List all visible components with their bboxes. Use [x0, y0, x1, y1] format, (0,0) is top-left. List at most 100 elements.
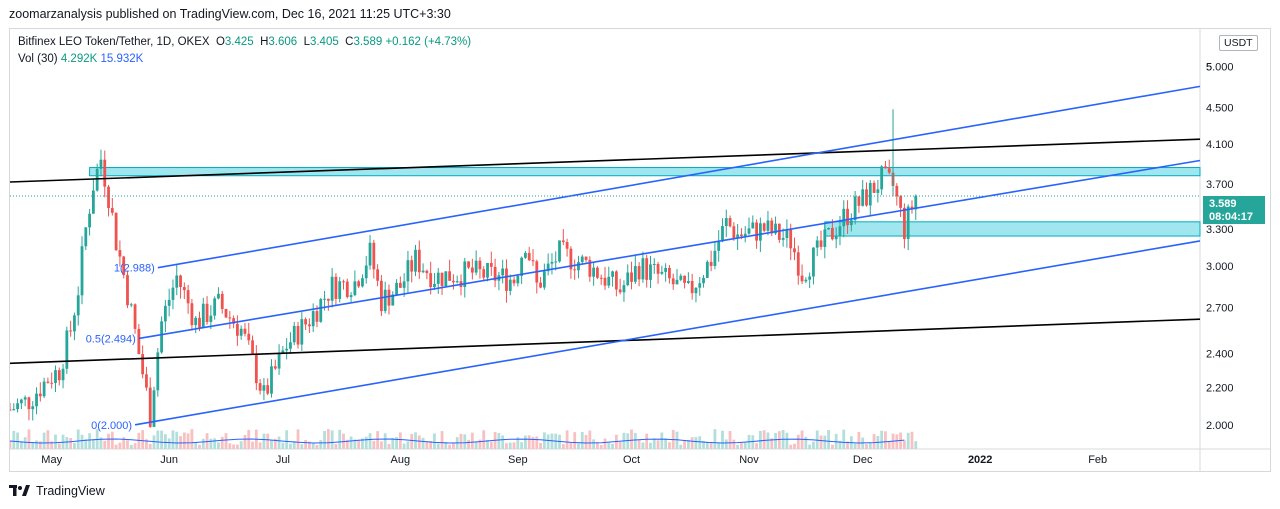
- volume-bar: [398, 432, 402, 449]
- candle-body: [296, 325, 300, 345]
- candle-body: [429, 273, 433, 288]
- candle-body: [281, 350, 285, 353]
- candle-body: [554, 261, 558, 263]
- volume-bar: [489, 441, 493, 449]
- currency-selector[interactable]: USDT: [1219, 35, 1258, 51]
- axes: [10, 29, 1270, 472]
- volume-bar: [103, 440, 107, 449]
- volume-bar: [630, 429, 633, 449]
- candle-body: [857, 196, 861, 206]
- candle-body: [243, 328, 247, 334]
- candle-body: [577, 262, 580, 271]
- footer-brand[interactable]: TradingView: [9, 484, 105, 498]
- candle-body: [213, 298, 217, 316]
- candle-body: [129, 304, 133, 306]
- candle-body: [717, 241, 721, 251]
- candle-body: [406, 260, 410, 282]
- candle-body: [455, 281, 459, 283]
- candle-body: [163, 305, 167, 322]
- candle-body: [220, 293, 224, 310]
- x-tick-label: Feb: [1088, 454, 1107, 466]
- volume-bar: [292, 441, 296, 449]
- volume-bar: [99, 437, 103, 449]
- volume-bar: [846, 441, 849, 449]
- volume-bar: [243, 434, 247, 449]
- candle-body: [561, 240, 565, 243]
- y-tick-label: 4.100: [1206, 139, 1234, 151]
- volume-bar: [508, 442, 512, 449]
- candle-body: [273, 366, 277, 369]
- volume-bar: [326, 429, 330, 449]
- candle-body: [205, 303, 209, 322]
- volume-bar: [501, 435, 505, 449]
- candle-body: [774, 223, 777, 234]
- volume-bar: [232, 444, 235, 449]
- candle-body: [637, 266, 641, 280]
- candle-body: [27, 397, 31, 410]
- volume-bar: [884, 431, 887, 449]
- volume-bar: [842, 429, 846, 449]
- volume-bar: [201, 438, 205, 449]
- volume-bar: [129, 444, 133, 449]
- candle-body: [69, 330, 73, 332]
- volume-bar: [573, 432, 577, 449]
- volume-bar: [724, 439, 728, 449]
- candle-body: [12, 409, 16, 411]
- volume-bar: [38, 441, 42, 449]
- volume-bar: [690, 437, 694, 449]
- candle-body: [830, 227, 834, 240]
- volume-bar: [27, 429, 31, 449]
- volume-bar: [683, 440, 686, 449]
- volume-bar: [126, 440, 129, 449]
- volume-bar: [505, 443, 508, 449]
- candle-body: [812, 247, 815, 277]
- candle-body: [254, 353, 258, 384]
- volume-bar: [762, 430, 766, 449]
- candle-body: [482, 269, 486, 278]
- candle-body: [747, 228, 751, 234]
- candle-body: [819, 240, 823, 247]
- candle-body: [683, 275, 686, 283]
- volume-bar: [217, 442, 220, 449]
- volume-bar: [380, 441, 383, 449]
- y-tick-label: 5.000: [1206, 61, 1234, 73]
- volume-bar: [198, 444, 201, 449]
- volume-bar: [80, 434, 84, 449]
- candle-body: [372, 242, 376, 270]
- high-value: 3.606: [268, 36, 298, 48]
- volume-bar: [902, 440, 906, 449]
- brand-name: TradingView: [36, 484, 105, 498]
- volume-bar: [785, 432, 789, 449]
- volume-bar: [713, 429, 717, 449]
- volume-bar: [789, 444, 793, 449]
- volume-bar: [717, 443, 721, 449]
- volume-bar: [459, 433, 463, 449]
- volume-bar: [289, 443, 292, 449]
- volume-bar: [565, 430, 569, 449]
- volume-bar: [114, 444, 118, 449]
- volume-bar: [69, 437, 73, 449]
- volume-bar: [721, 430, 724, 449]
- candle-body: [478, 260, 482, 270]
- price-chart[interactable]: 1(2.988) 0.5(2.494) 0(2.000) 55.000 4.500 4.…: [10, 29, 1270, 472]
- candle-body: [592, 267, 596, 277]
- volume-bar: [535, 436, 539, 449]
- channel-mid-line: [138, 159, 1201, 340]
- candle-body: [126, 275, 129, 306]
- candle-body: [736, 234, 740, 239]
- volume-bar: [383, 433, 387, 449]
- candle-body: [645, 258, 649, 280]
- candle-body: [823, 229, 827, 247]
- volume-bar: [830, 444, 834, 449]
- candle-body: [842, 208, 846, 227]
- volume-bar: [512, 442, 516, 449]
- volume-bar: [675, 431, 679, 449]
- volume-bar: [270, 439, 273, 449]
- candle-body: [713, 250, 717, 266]
- candle-body: [380, 280, 383, 312]
- candle-body: [846, 208, 849, 226]
- volume-bar: [421, 437, 425, 449]
- candle-body: [300, 319, 304, 345]
- candle-body: [330, 276, 334, 301]
- volume-bar: [766, 432, 770, 449]
